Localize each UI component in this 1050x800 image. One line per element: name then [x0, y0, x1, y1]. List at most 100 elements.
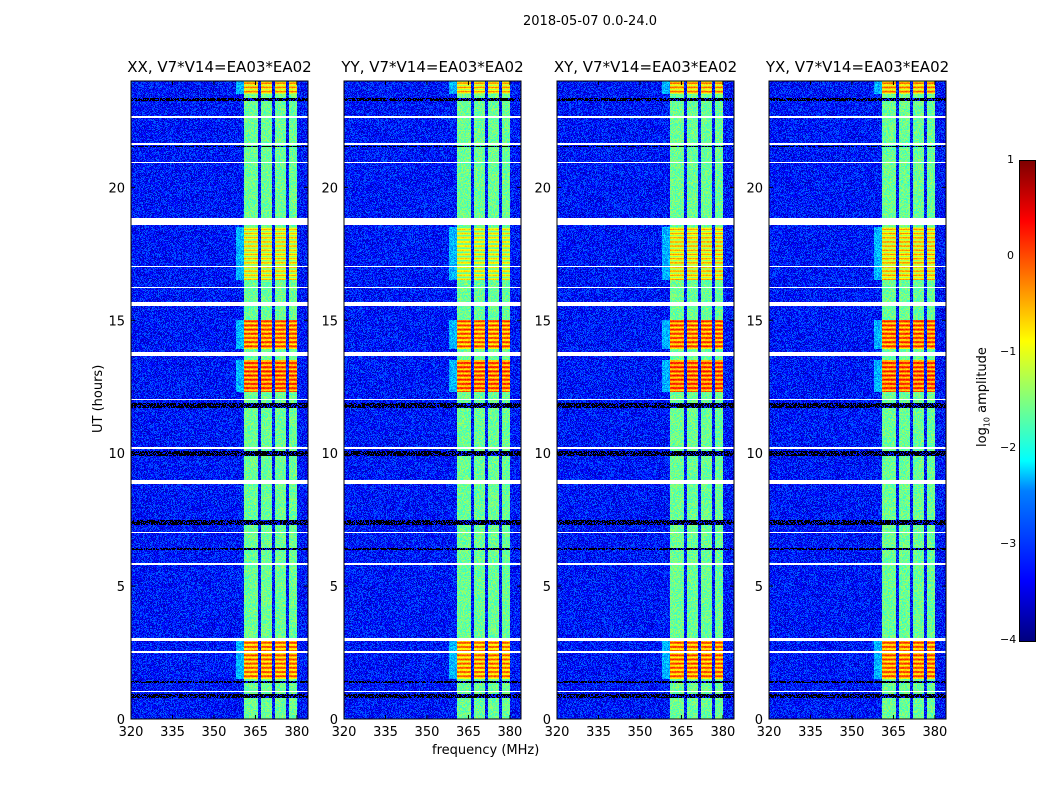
- y-tick: 0: [117, 713, 308, 728]
- y-tick-label: 5: [330, 580, 338, 595]
- axes: 320 335 350 365 380 0 5 10 15 20: [534, 80, 735, 740]
- x-tick-label: 365: [456, 725, 481, 740]
- y-axis-label: UT (hours): [91, 364, 106, 433]
- y-tick: 15: [746, 314, 946, 329]
- x-tick-label: 320: [332, 725, 357, 740]
- x-tick-label: 350: [202, 725, 227, 740]
- y-tick-label: 0: [117, 713, 125, 728]
- x-tick-label: 380: [498, 725, 523, 740]
- colorbar-tick-label: 1: [1007, 153, 1014, 166]
- x-tick: 365: [456, 81, 481, 740]
- panel-title: XX, V7*V14=EA03*EA02: [127, 58, 312, 76]
- y-tick-label: 20: [746, 181, 763, 196]
- y-tick-label: 0: [330, 713, 338, 728]
- colorbar-tick-label: −4: [1000, 633, 1017, 646]
- x-tick-label: 365: [243, 725, 268, 740]
- x-tick: 380: [711, 81, 736, 740]
- axes-frame: [556, 80, 735, 720]
- x-tick: 335: [586, 81, 611, 740]
- y-tick-label: 0: [755, 713, 763, 728]
- x-tick: 350: [202, 81, 227, 740]
- x-tick-label: 335: [373, 725, 398, 740]
- x-tick-label: 350: [415, 725, 440, 740]
- x-tick: 380: [498, 81, 523, 740]
- panel-title: YX, V7*V14=EA03*EA02: [765, 58, 950, 76]
- x-tick: 320: [757, 81, 782, 740]
- y-tick-label: 0: [543, 713, 551, 728]
- x-tick: 350: [840, 81, 865, 740]
- y-tick-label: 15: [534, 314, 551, 329]
- figure-title: 2018-05-07 0.0-24.0: [523, 14, 657, 29]
- x-tick-label: 350: [840, 725, 865, 740]
- x-tick: 380: [285, 81, 310, 740]
- colorbar-tick-label: 0: [1007, 249, 1014, 262]
- y-tick-label: 20: [534, 181, 551, 196]
- x-tick-label: 335: [798, 725, 823, 740]
- y-tick-label: 15: [321, 314, 338, 329]
- y-tick-label: 15: [746, 314, 763, 329]
- colorbar-tick-label: −1: [1000, 345, 1017, 358]
- waterfall-panel-3: XY, V7*V14=EA03*EA02 320 335 350 365 380 0 5 10 1…: [534, 58, 737, 740]
- y-tick: 0: [330, 713, 521, 728]
- x-tick-label: 380: [923, 725, 948, 740]
- y-tick: 5: [117, 580, 308, 595]
- panel-title: XY, V7*V14=EA03*EA02: [553, 58, 738, 76]
- heatmap-image: [769, 81, 946, 719]
- x-axis-label: frequency (MHz): [432, 743, 540, 758]
- x-tick-label: 365: [669, 725, 694, 740]
- y-tick: 20: [746, 181, 946, 196]
- heatmap-image: [557, 81, 734, 719]
- y-tick: 5: [755, 580, 946, 595]
- y-tick-label: 10: [746, 447, 763, 462]
- y-tick-label: 10: [108, 447, 125, 462]
- x-tick: 350: [628, 81, 653, 740]
- y-tick-label: 10: [534, 447, 551, 462]
- colorbar-tick-label: −2: [1000, 441, 1017, 454]
- x-tick: 335: [160, 81, 185, 740]
- x-tick: 335: [373, 81, 398, 740]
- x-tick-label: 380: [711, 725, 736, 740]
- y-tick-label: 5: [117, 580, 125, 595]
- heatmap-image: [131, 81, 308, 719]
- axes-frame: [343, 80, 522, 720]
- x-tick-label: 350: [628, 725, 653, 740]
- x-tick-label: 320: [119, 725, 144, 740]
- y-tick: 0: [543, 713, 734, 728]
- waterfall-panel-4: YX, V7*V14=EA03*EA02 320 335 350 365 380 0 5 10 1…: [746, 58, 949, 740]
- axes-frame: [130, 80, 309, 720]
- x-tick-label: 320: [545, 725, 570, 740]
- x-tick: 320: [119, 81, 144, 740]
- x-tick: 365: [243, 81, 268, 740]
- y-tick: 5: [330, 580, 521, 595]
- y-tick-label: 10: [321, 447, 338, 462]
- colorbar: [1019, 160, 1036, 642]
- x-tick-label: 380: [285, 725, 310, 740]
- y-tick: 10: [534, 447, 734, 462]
- heatmap-image: [344, 81, 521, 719]
- y-tick: 5: [543, 580, 734, 595]
- y-tick: 20: [321, 181, 521, 196]
- x-tick: 320: [332, 81, 357, 740]
- axes: 320 335 350 365 380 0 5 10 15 20: [746, 80, 947, 740]
- axes: 320 335 350 365 380 0 5 10 15 20: [108, 80, 309, 740]
- x-tick: 335: [798, 81, 823, 740]
- x-tick: 380: [923, 81, 948, 740]
- x-tick: 320: [545, 81, 570, 740]
- y-tick: 15: [108, 314, 308, 329]
- y-tick: 10: [108, 447, 308, 462]
- x-tick: 365: [881, 81, 906, 740]
- y-tick: 20: [534, 181, 734, 196]
- y-tick: 20: [108, 181, 308, 196]
- colorbar-label: log10 amplitude: [975, 347, 992, 447]
- y-tick: 10: [321, 447, 521, 462]
- x-tick-label: 320: [757, 725, 782, 740]
- x-tick-label: 335: [160, 725, 185, 740]
- y-tick: 15: [534, 314, 734, 329]
- y-tick-label: 5: [543, 580, 551, 595]
- colorbar-tick-label: −3: [1000, 537, 1017, 550]
- y-tick-label: 20: [321, 181, 338, 196]
- axes: 320 335 350 365 380 0 5 10 15 20: [321, 80, 522, 740]
- waterfall-panel-1: XX, V7*V14=EA03*EA02 320 335 350 365 380 0 5 10 1…: [108, 58, 311, 740]
- waterfall-panel-2: YY, V7*V14=EA03*EA02 320 335 350 365 380 0 5 10 1…: [321, 58, 523, 740]
